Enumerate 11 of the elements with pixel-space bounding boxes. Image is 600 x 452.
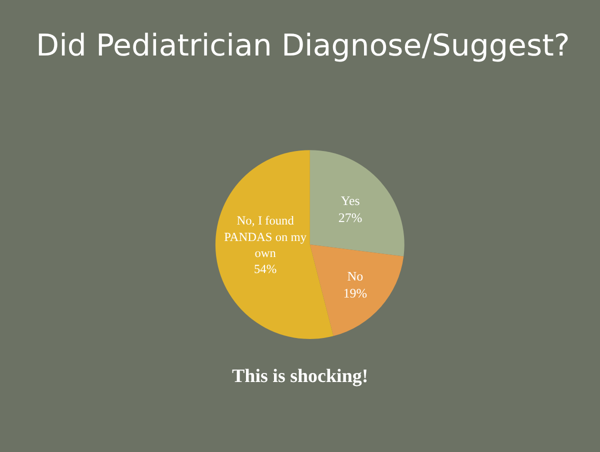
pie-slice: [310, 244, 404, 336]
data-label: 54%: [254, 262, 277, 276]
slice-label: No, I found PANDAS on my own: [224, 214, 308, 260]
slice-label: Yes: [340, 192, 360, 208]
data-label: 27%: [338, 210, 362, 225]
data-label: 19%: [343, 285, 368, 300]
slice-label: No: [347, 268, 364, 284]
text: This is shocking!: [232, 366, 368, 387]
chart-title: Did Pediatrician Diagnose/Suggest?: [36, 28, 570, 64]
pie-slice: [310, 150, 404, 256]
pie-slice: [216, 150, 334, 339]
